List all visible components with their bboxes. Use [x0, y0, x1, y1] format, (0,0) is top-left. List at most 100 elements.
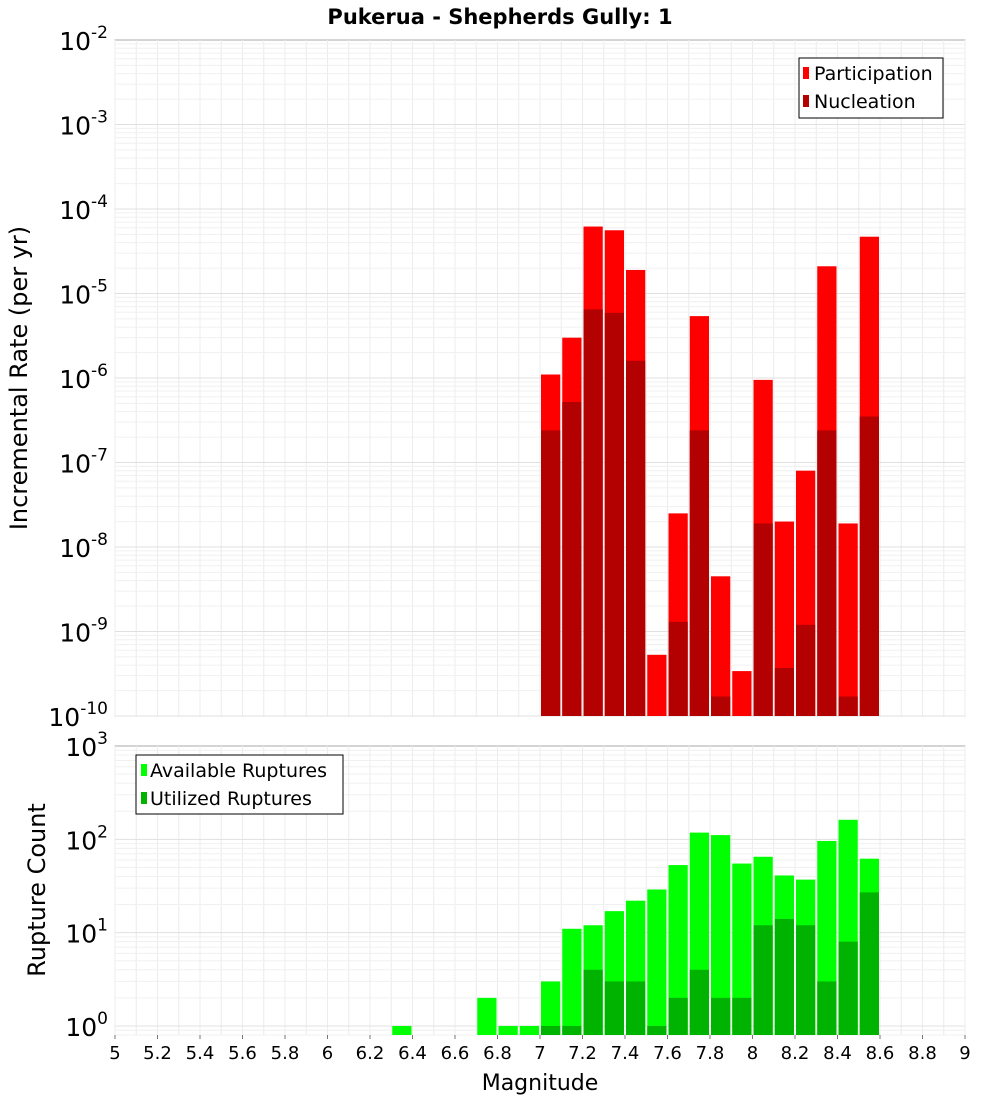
utilized-ruptures-bar: [711, 997, 731, 1035]
bottom-legend: Available Ruptures Utilized Ruptures: [135, 754, 344, 815]
top-gridlines: [114, 40, 966, 717]
top-y-axis-label: Incremental Rate (per yr): [5, 226, 33, 530]
utilized-ruptures-bar: [583, 969, 603, 1035]
top-y-tick-label: 10-4: [59, 192, 108, 225]
utilized-ruptures-bar: [796, 925, 816, 1035]
bottom-y-tick-label: 102: [65, 822, 108, 855]
top-y-tick-label: 10-9: [59, 615, 108, 648]
x-tick-label: 5.4: [186, 1043, 215, 1064]
nucleation-bar: [689, 430, 709, 716]
participation-bar: [732, 671, 752, 716]
utilized-ruptures-bar: [541, 1025, 561, 1035]
legend-swatch-nucleation: [803, 95, 809, 107]
chart-title: Pukerua - Shepherds Gully: 1: [327, 5, 672, 29]
x-tick-labels: 5 5.2 5.4 5.6 5.8 6 6.2 6.4 6.6 6.8 7 7.2 7.4 7.6 7.8 8…: [109, 1035, 971, 1064]
nucleation-bar: [838, 696, 858, 716]
bottom-y-axis-label: Rupture Count: [23, 803, 51, 977]
nucleation-bar: [562, 401, 582, 716]
x-tick-label: 5.2: [143, 1043, 172, 1064]
top-y-tick-labels: 10-10 10-9 10-8 10-7 10-6 10-5 10-4 10-3 10-2: [48, 23, 108, 732]
x-tick-label: 7: [534, 1043, 545, 1064]
legend-swatch-participation: [803, 67, 809, 79]
legend-label-available: Available Ruptures: [150, 760, 327, 782]
utilized-ruptures-bar: [604, 981, 624, 1035]
x-tick-label: 5.8: [271, 1043, 300, 1064]
bottom-legend-box: [135, 754, 344, 815]
x-tick-label: 8.2: [781, 1043, 810, 1064]
x-tick-label: 7.8: [696, 1043, 725, 1064]
nucleation-bar: [753, 523, 773, 716]
top-y-tick-label: 10-6: [59, 361, 108, 394]
available-ruptures-bar: [732, 863, 752, 1035]
bottom-y-tick-labels: 100 101 102 103: [65, 729, 108, 1042]
x-tick-label: 7.4: [611, 1043, 640, 1064]
nucleation-bar: [583, 309, 603, 716]
nucleation-bar: [817, 430, 837, 716]
x-tick-label: 5.6: [228, 1043, 257, 1064]
utilized-ruptures-bar: [562, 1025, 582, 1035]
utilized-ruptures-bar: [732, 997, 752, 1035]
legend-label-nucleation: Nucleation: [814, 91, 916, 113]
x-axis-label: Magnitude: [482, 1071, 599, 1096]
nucleation-bar: [668, 621, 688, 716]
available-ruptures-bar: [498, 1025, 518, 1035]
top-y-tick-label: 10-2: [59, 23, 108, 56]
top-y-tick-label: 10-3: [59, 108, 108, 141]
x-tick-label: 7.6: [653, 1043, 682, 1064]
available-ruptures-bar: [668, 865, 688, 1035]
x-tick-label: 6.8: [483, 1043, 512, 1064]
nucleation-bar: [711, 696, 731, 716]
utilized-ruptures-bar: [859, 892, 879, 1035]
top-y-tick-label: 10-7: [59, 446, 108, 479]
top-legend-box: [798, 57, 944, 119]
bottom-y-tick-label: 103: [65, 729, 108, 762]
available-ruptures-bar: [562, 928, 582, 1035]
available-ruptures-bar: [477, 997, 497, 1035]
x-tick-label: 6: [322, 1043, 333, 1064]
x-tick-label: 8.4: [823, 1043, 852, 1064]
participation-bar: [774, 521, 794, 716]
top-y-tick-label: 10-8: [59, 530, 108, 563]
top-y-tick-label: 10-10: [48, 699, 108, 732]
available-ruptures-bar: [647, 889, 667, 1035]
utilized-ruptures-bar: [626, 981, 646, 1035]
nucleation-bar: [774, 667, 794, 716]
top-y-tick-label: 10-5: [59, 277, 108, 310]
bottom-bars: [392, 819, 879, 1035]
utilized-ruptures-bar: [838, 941, 858, 1035]
participation-bar: [838, 523, 858, 716]
participation-bar: [647, 654, 667, 716]
utilized-ruptures-bar: [774, 919, 794, 1035]
utilized-ruptures-bar: [647, 1025, 667, 1035]
nucleation-bar: [859, 416, 879, 716]
nucleation-bar: [796, 624, 816, 716]
legend-label-participation: Participation: [814, 63, 933, 85]
participation-bar: [711, 576, 731, 716]
nucleation-bar: [626, 360, 646, 716]
nucleation-bar: [541, 430, 561, 716]
top-legend: Participation Nucleation: [798, 57, 944, 119]
bottom-y-tick-label: 101: [65, 916, 108, 949]
x-tick-label: 6.6: [441, 1043, 470, 1064]
x-tick-label: 6.4: [398, 1043, 427, 1064]
top-bars: [541, 226, 879, 716]
x-tick-label: 8.8: [908, 1043, 937, 1064]
available-ruptures-bar: [541, 981, 561, 1035]
legend-label-utilized: Utilized Ruptures: [150, 788, 312, 810]
legend-swatch-available: [141, 764, 147, 776]
utilized-ruptures-bar: [753, 925, 773, 1035]
available-ruptures-bar: [519, 1025, 539, 1035]
available-ruptures-bar: [711, 835, 731, 1035]
available-ruptures-bar: [392, 1025, 412, 1035]
utilized-ruptures-bar: [689, 969, 709, 1035]
utilized-ruptures-bar: [817, 981, 837, 1035]
x-tick-label: 8.6: [866, 1043, 895, 1064]
x-tick-label: 8: [747, 1043, 758, 1064]
utilized-ruptures-bar: [668, 997, 688, 1035]
x-tick-label: 5: [109, 1043, 120, 1064]
nucleation-bar: [604, 312, 624, 716]
x-tick-label: 9: [959, 1043, 970, 1064]
bottom-y-tick-label: 100: [65, 1009, 108, 1042]
